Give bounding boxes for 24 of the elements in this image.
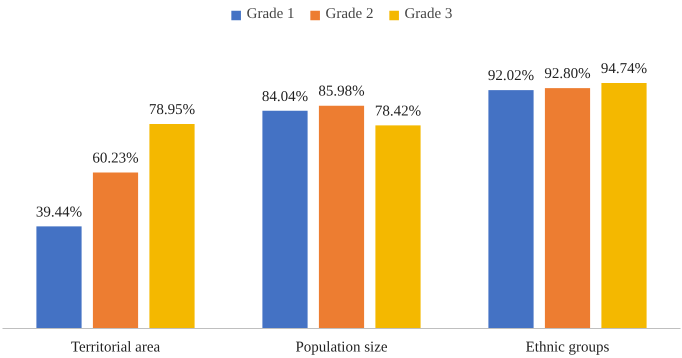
data-label: 92.80% [544,66,591,82]
legend-label: Grade 2 [326,6,374,23]
bar [92,172,138,328]
bar [544,88,590,328]
legend-label: Grade 3 [404,6,452,23]
data-label: 60.23% [92,150,139,166]
x-tick-label: Population size [295,340,388,356]
x-tick-label: Territorial area [70,340,160,356]
data-label: 94.74% [600,61,648,78]
bar [601,83,647,328]
bar [318,106,364,328]
data-label: 85.98% [318,84,365,100]
data-label: 39.44% [36,204,82,220]
data-label: 92.02% [488,68,534,84]
bar [262,110,308,328]
data-label: 78.42% [374,103,422,120]
data-label: 78.95% [148,102,196,118]
data-label: 84.04% [262,88,308,105]
bar [375,125,421,328]
bar [149,124,195,328]
legend-label: Grade 1 [246,6,295,23]
bar [488,90,534,328]
bar [36,226,82,328]
x-tick-label: Ethnic groups [526,340,610,356]
